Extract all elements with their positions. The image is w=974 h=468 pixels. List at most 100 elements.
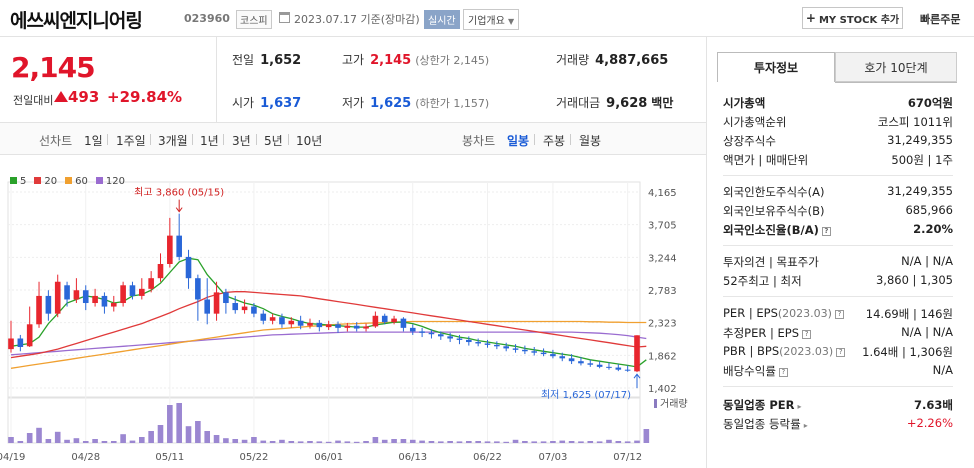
stat-label: 시가 xyxy=(232,96,255,110)
y-tick-label: 1,402 xyxy=(648,384,677,395)
stat-prev-close: 전일 1,652 xyxy=(232,51,301,68)
volume-bar xyxy=(512,439,519,443)
candle-body xyxy=(353,325,360,329)
info-value: 7.63배 xyxy=(914,398,953,412)
candle-body xyxy=(288,320,295,325)
candle-body xyxy=(391,318,397,323)
divider xyxy=(192,134,193,145)
volume-bar xyxy=(36,427,42,443)
x-tick-label: 05/22 xyxy=(240,452,269,463)
volume-bar xyxy=(269,441,276,443)
chevron-right-icon: ▸ xyxy=(803,421,808,430)
info-key: 외국인소진율(B/A)? xyxy=(723,222,831,238)
calendar-icon xyxy=(279,12,290,23)
period-3y[interactable]: 3년 xyxy=(232,134,251,148)
volume-bar xyxy=(559,440,566,443)
volume-bar xyxy=(260,440,267,443)
realtime-button[interactable]: 실시간 xyxy=(424,10,460,29)
info-value: 500원 | 1주 xyxy=(891,153,953,167)
volume-bar xyxy=(204,431,211,443)
price-chart[interactable]: 4,165 3,705 3,244 2,783 2,323 1,862 1,402 거래량 04… xyxy=(0,155,706,468)
high-annotation: 최고 3,860 (05/15) xyxy=(134,187,224,199)
tab-investment-info[interactable]: 투자정보 xyxy=(717,52,835,82)
candle-weekly[interactable]: 주봉 xyxy=(543,134,566,148)
help-icon[interactable]: ? xyxy=(802,330,812,339)
help-icon[interactable]: ? xyxy=(778,368,788,377)
help-icon[interactable]: ? xyxy=(834,310,844,319)
candle-body xyxy=(559,356,566,359)
volume-bar xyxy=(26,433,33,443)
line-chart-toggle[interactable]: 선차트 xyxy=(39,134,73,148)
volume-bar xyxy=(157,425,164,443)
stat-amount: 거래대금 9,628 백만 xyxy=(556,94,673,111)
help-icon[interactable]: ? xyxy=(821,227,831,236)
help-icon[interactable]: ? xyxy=(836,348,846,357)
volume-bar xyxy=(120,434,126,443)
chevron-right-icon: ▸ xyxy=(797,402,802,411)
info-value: 1.64배 | 1,306원 xyxy=(862,345,953,359)
volume-bar xyxy=(139,437,145,443)
candle-body xyxy=(568,358,575,362)
candle-body xyxy=(260,313,267,321)
diff-label: 전일대비 xyxy=(13,94,54,107)
volume-bar xyxy=(578,441,584,443)
add-mystock-button[interactable]: + MY STOCK 추가 xyxy=(802,7,903,29)
info-key: 시가총액 xyxy=(723,96,766,110)
volume-bar xyxy=(503,441,509,443)
candle-body xyxy=(437,334,444,337)
candle-body xyxy=(475,342,481,344)
company-info-dropdown[interactable]: 기업개요 ▼ xyxy=(463,9,520,30)
divider xyxy=(570,134,571,145)
candle-body xyxy=(195,278,201,300)
candle-body xyxy=(624,369,631,371)
candle-body xyxy=(381,315,388,323)
volume-bar xyxy=(73,438,80,443)
candle-chart-toggle[interactable]: 봉차트 xyxy=(462,134,496,148)
y-tick-label: 2,783 xyxy=(648,286,677,297)
candle-body xyxy=(185,256,192,279)
company-info-label: 기업개요 xyxy=(468,16,505,27)
divider xyxy=(723,175,953,176)
volume-bar xyxy=(606,439,612,443)
info-value: 14.69배 | 146원 xyxy=(865,307,953,321)
candle-monthly[interactable]: 월봉 xyxy=(579,134,602,148)
volume-bar xyxy=(82,441,89,443)
quick-order-button[interactable]: 빠른주문 xyxy=(920,13,961,26)
period-1w[interactable]: 1주일 xyxy=(116,134,146,148)
diff-value: 493 xyxy=(68,88,100,106)
x-tick-label: 06/22 xyxy=(473,452,502,463)
candle-body xyxy=(316,322,323,328)
divider xyxy=(216,37,217,123)
legend-item-ma120: 120 xyxy=(95,176,125,187)
candle-daily[interactable]: 일봉 xyxy=(507,134,530,148)
volume-bar xyxy=(279,439,285,443)
candle-body xyxy=(213,292,220,314)
candle-body xyxy=(110,303,117,307)
candlestick-chart-svg: 4,165 3,705 3,244 2,783 2,323 1,862 1,402 거래량 04… xyxy=(0,181,688,463)
chevron-down-icon: ▼ xyxy=(508,17,515,26)
info-value: 2.20% xyxy=(913,222,953,236)
volume-bar xyxy=(54,431,61,443)
period-1d[interactable]: 1일 xyxy=(84,134,103,148)
info-key: 투자의견 | 목표주가 xyxy=(723,255,819,269)
candle-body xyxy=(503,346,509,349)
x-tick-label: 06/01 xyxy=(314,452,343,463)
period-1y[interactable]: 1년 xyxy=(200,134,219,148)
candle-body xyxy=(73,290,80,300)
period-10y[interactable]: 10년 xyxy=(296,134,323,148)
candle-body xyxy=(148,278,154,289)
volume-bar xyxy=(325,441,332,443)
volume-bar xyxy=(587,441,594,443)
legend-item-ma5: 5 xyxy=(10,176,26,187)
volume-bar xyxy=(643,429,650,443)
period-3m[interactable]: 3개월 xyxy=(158,134,188,148)
add-mystock-label: MY STOCK 추가 xyxy=(818,14,900,26)
volume-bar xyxy=(456,441,463,443)
volume-frame xyxy=(7,396,641,444)
tab-order-book[interactable]: 호가 10단계 xyxy=(835,52,957,82)
divider xyxy=(723,245,953,246)
period-5y[interactable]: 5년 xyxy=(264,134,283,148)
candle-body xyxy=(522,349,528,352)
volume-bar xyxy=(64,439,70,443)
candle-body xyxy=(363,326,369,329)
